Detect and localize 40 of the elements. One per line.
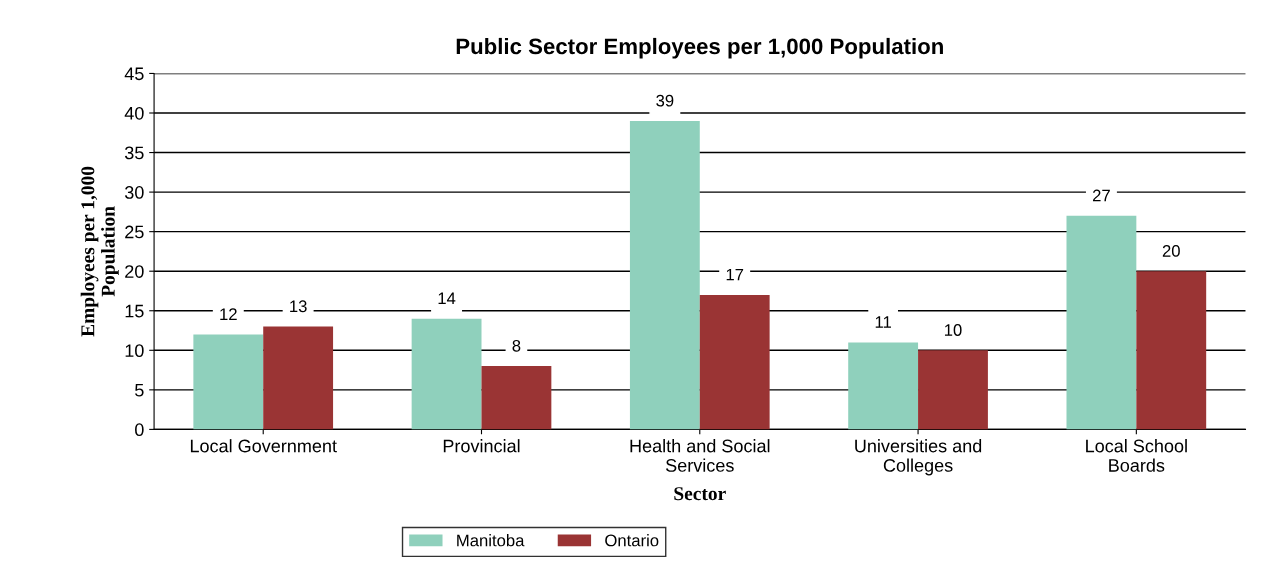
x-tick-label: Universities and Colleges: [855, 439, 982, 476]
y-tick-label: 10: [125, 344, 144, 358]
y-tick-label: 25: [125, 225, 144, 239]
data-label: 12: [220, 308, 237, 320]
y-tick-label: 0: [135, 423, 144, 437]
chart-title: Public Sector Employees per 1,000 Population: [456, 37, 943, 59]
bar: [411, 318, 482, 430]
bar: [481, 366, 552, 430]
x-tick-label: Local Government: [190, 439, 337, 453]
bar: [918, 350, 988, 430]
bar: [699, 294, 770, 430]
y-tick-label: 5: [135, 383, 144, 397]
data-label: 17: [726, 268, 744, 281]
bar: [193, 334, 264, 430]
y-axis-title: Employees per 1,000 Population: [80, 166, 119, 337]
data-label: 8: [512, 339, 521, 352]
y-tick-label: 35: [124, 146, 144, 160]
bar: [629, 120, 700, 430]
data-label: 14: [438, 292, 456, 305]
bar: [263, 326, 334, 430]
x-tick-label: Provincial: [443, 439, 520, 453]
y-tick-label: 45: [124, 67, 144, 81]
data-label: 13: [290, 300, 307, 313]
data-label: 11: [875, 316, 891, 328]
bar: [1136, 271, 1207, 430]
y-tick-label: 15: [125, 304, 144, 318]
legend-label: Manitoba: [457, 534, 525, 547]
data-label: 27: [1092, 189, 1110, 202]
x-axis-title: Sector: [674, 487, 726, 501]
data-label: 39: [656, 94, 674, 107]
data-label: 20: [1162, 244, 1180, 257]
data-label: 10: [944, 324, 962, 336]
legend-label: Ontario: [605, 534, 659, 547]
y-tick-label: 40: [124, 106, 144, 120]
bar: [1066, 215, 1137, 430]
y-tick-label: 20: [125, 265, 144, 278]
x-tick-label: Local School Boards: [1086, 439, 1187, 472]
y-tick-label: 30: [124, 186, 144, 199]
bar: [848, 342, 919, 430]
x-tick-label: Health and Social Services: [630, 439, 770, 472]
